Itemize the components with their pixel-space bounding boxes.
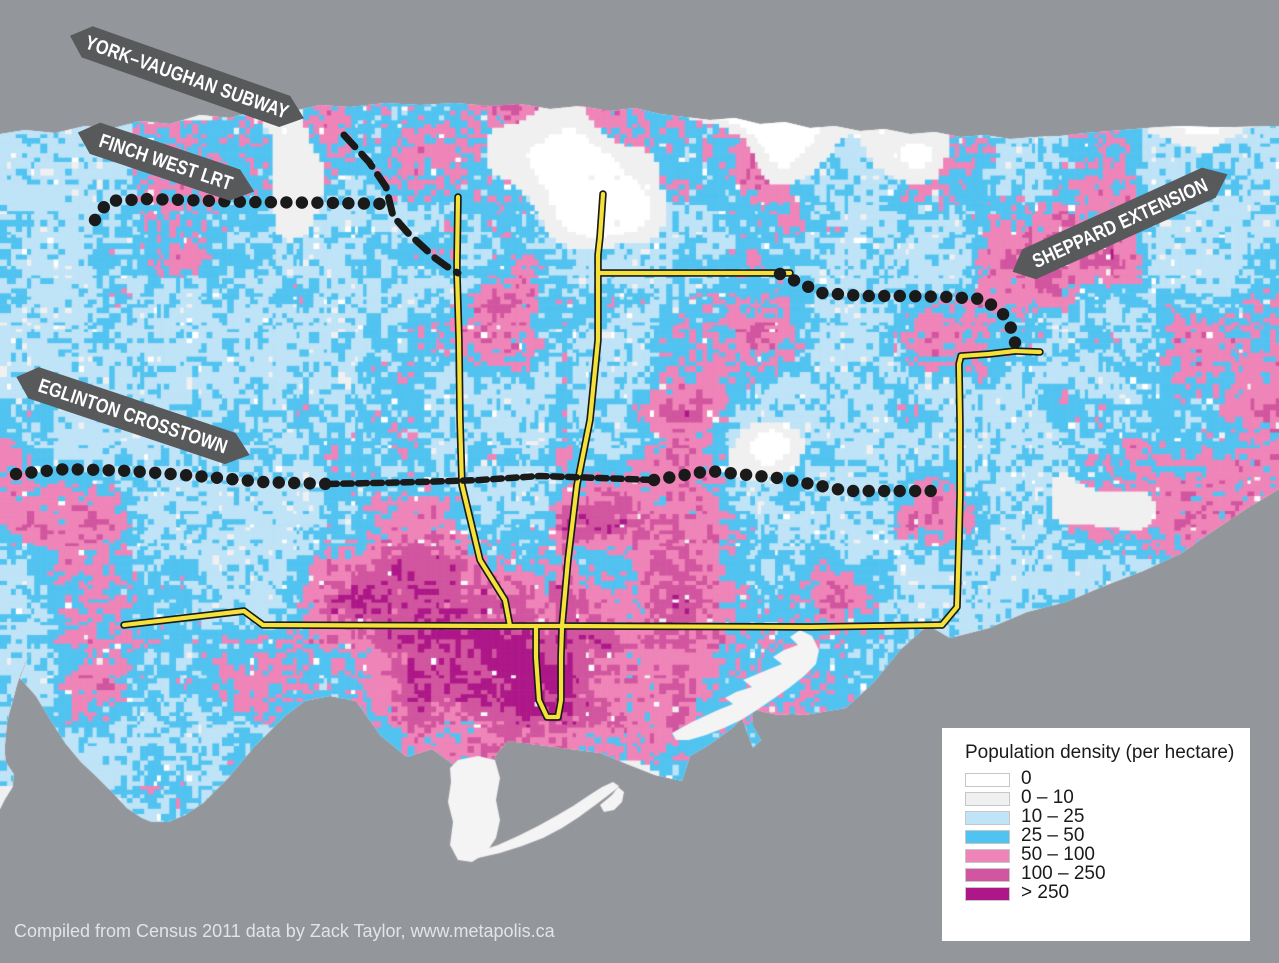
svg-text:EGLINTON CROSSTOWN: EGLINTON CROSSTOWN bbox=[36, 374, 231, 458]
svg-text:YORK–VAUGHAN SUBWAY: YORK–VAUGHAN SUBWAY bbox=[82, 31, 291, 123]
svg-text:SHEPPARD EXTENSION: SHEPPARD EXTENSION bbox=[1029, 174, 1211, 272]
